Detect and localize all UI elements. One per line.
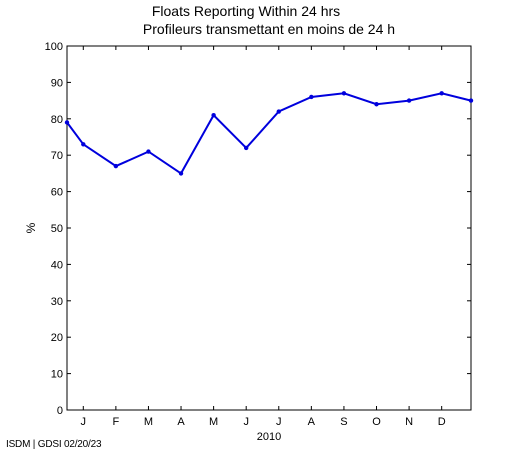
data-point: [341, 91, 347, 96]
data-point: [211, 112, 216, 118]
data-point: [146, 149, 151, 154]
data-point: [439, 91, 444, 96]
data-point: [276, 109, 281, 114]
data-point: [374, 102, 379, 107]
x-tick-label: A: [177, 416, 185, 428]
chart-title: Floats Reporting Within 24 hrs: [152, 3, 340, 19]
y-tick-label: 70: [51, 150, 63, 162]
y-tick-label: 60: [51, 187, 63, 199]
footer-credit: ISDM | GDSI 02/20/23: [6, 439, 102, 450]
x-tick-label: M: [144, 416, 153, 428]
y-tick-label: 40: [51, 259, 63, 271]
plot-area: 0 10 20 30 40 50 60 70 80 90 100 J F M A M J J A S O N D: [45, 41, 474, 428]
data-point: [64, 120, 70, 125]
y-tick-label: 100: [45, 41, 63, 53]
x-tick-label: O: [372, 416, 381, 428]
x-tick-label: D: [438, 416, 446, 428]
y-axis-label: %: [24, 222, 38, 233]
data-point: [309, 94, 314, 100]
data-point: [406, 98, 412, 103]
chart-subtitle: Profileurs transmettant en moins de 24 h: [143, 21, 395, 37]
x-tick-label: A: [308, 416, 316, 428]
x-tick-label: J: [243, 416, 249, 428]
x-tick-label: J: [81, 416, 87, 428]
y-tick-label: 80: [51, 114, 63, 126]
x-tick-label: J: [276, 416, 282, 428]
x-tick-label: N: [405, 416, 413, 428]
series-line: [66, 92, 472, 175]
y-tick-label: 90: [51, 77, 63, 89]
x-axis-label: 2010: [257, 431, 281, 443]
x-tick-label: M: [209, 416, 218, 428]
data-point: [178, 171, 184, 176]
y-tick-label: 0: [57, 405, 63, 417]
y-tick-label: 20: [51, 332, 63, 344]
x-tick-label: S: [340, 416, 347, 428]
data-point: [243, 145, 249, 151]
data-point: [113, 163, 119, 169]
x-tick-label: F: [113, 416, 120, 428]
y-tick-label: 30: [51, 296, 63, 308]
y-tick-label: 50: [51, 223, 63, 235]
y-tick-label: 10: [51, 369, 63, 381]
data-point: [81, 142, 86, 147]
data-point: [468, 98, 474, 103]
